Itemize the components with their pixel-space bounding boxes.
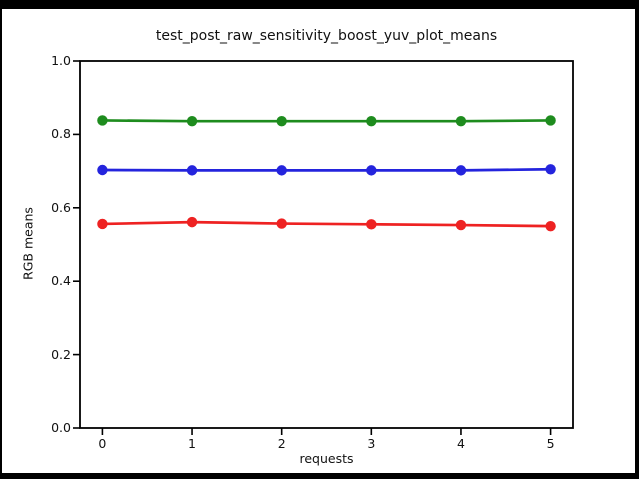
data-point-b_means	[545, 164, 556, 175]
letterbox-top	[0, 0, 639, 9]
y-tick-label: 1.0	[51, 53, 71, 68]
y-tick-label: 0.0	[51, 420, 71, 435]
data-point-g_means	[455, 115, 467, 127]
letterbox-right	[635, 0, 639, 479]
chart-title: test_post_raw_sensitivity_boost_yuv_plot…	[155, 28, 498, 44]
x-tick-label: 3	[367, 436, 376, 451]
data-point-r_means	[545, 220, 556, 232]
letterbox-left	[0, 0, 2, 479]
data-point-b_means	[186, 165, 198, 176]
data-point-b_means	[97, 164, 108, 176]
y-tick-label: 0.6	[51, 199, 71, 215]
data-point-r_means	[186, 216, 198, 228]
x-tick-label: 5	[546, 436, 555, 451]
data-point-r_means	[97, 218, 108, 230]
data-point-g_means	[545, 115, 556, 126]
data-point-g_means	[186, 115, 198, 127]
data-point-g_means	[97, 115, 108, 126]
data-point-r_means	[366, 219, 377, 230]
plot-area	[73, 60, 574, 435]
x-tick-label: 0	[98, 436, 107, 451]
data-point-r_means	[455, 219, 467, 231]
data-point-b_means	[366, 165, 377, 176]
data-point-g_means	[366, 115, 377, 127]
x-tick-label: 4	[456, 436, 465, 451]
x-tick-label: 2	[277, 436, 286, 451]
y-tick-label: 0.8	[51, 126, 71, 142]
data-point-r_means	[276, 218, 287, 229]
x-axis-label: requests	[299, 451, 354, 466]
data-point-b_means	[455, 165, 467, 176]
series-line-b_means	[102, 167, 551, 172]
series-line-r_means	[102, 220, 551, 228]
axes-box	[79, 60, 574, 429]
series-line-g_means	[102, 119, 551, 123]
data-point-g_means	[276, 115, 287, 127]
letterbox-bottom	[0, 473, 639, 479]
y-tick-label: 0.4	[51, 273, 71, 289]
data-point-b_means	[276, 165, 287, 176]
x-tick-label: 1	[188, 436, 196, 451]
y-tick-label: 0.2	[51, 346, 71, 362]
